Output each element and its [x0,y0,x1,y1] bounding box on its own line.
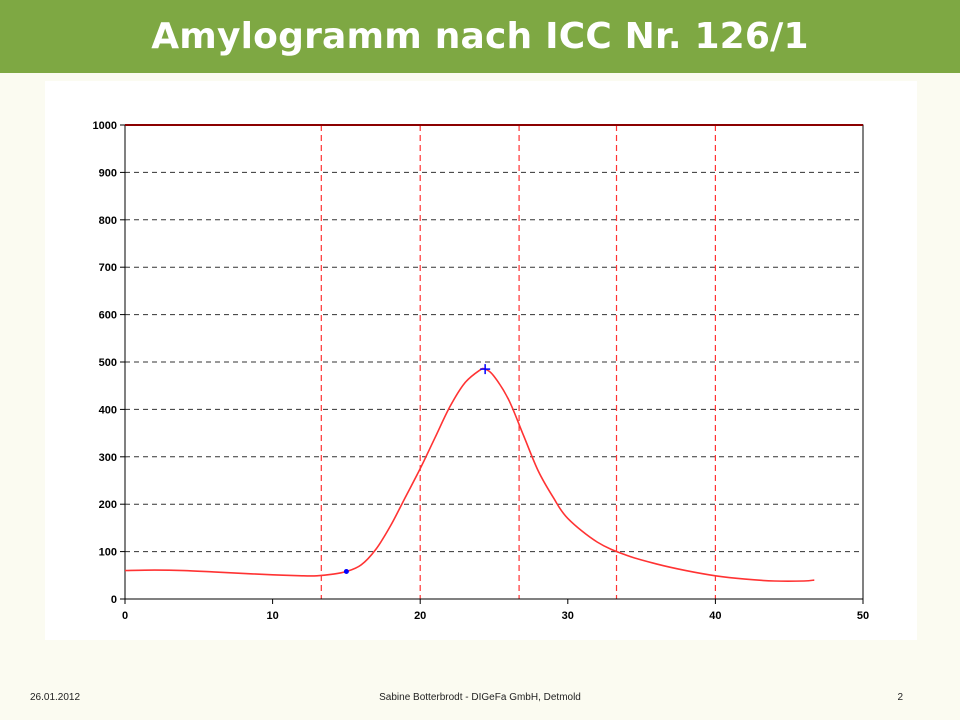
x-tick-label-50: 50 [857,610,869,622]
footer-author: Sabine Botterbrodt - DIGeFa GmbH, Detmol… [379,692,581,703]
y-tick-label-700: 700 [99,262,117,274]
y-tick-label-1000: 1000 [93,120,117,132]
y-tick-label-900: 900 [99,167,117,179]
x-tick-label-20: 20 [414,610,426,622]
amylogram-chart: 0 100 200 300 400 500 600 700 800 900 1000 0 10 20 30 4… [93,120,870,622]
y-tick-label-300: 300 [99,452,117,464]
series-line-0 [124,367,815,582]
y-tick-label-500: 500 [99,357,117,369]
y-tick-label-200: 200 [99,499,117,511]
y-tick-label-400: 400 [99,404,117,416]
footer-date: 26.01.2012 [30,692,81,703]
slide-footer: 26.01.2012 Sabine Botterbrodt - DIGeFa G… [0,692,960,708]
x-tick-label-0: 0 [122,610,128,622]
marker-plus-1 [480,364,491,375]
slide-title-bar: Amylogramm nach ICC Nr. 126/1 [0,0,960,73]
y-tick-label-100: 100 [99,547,117,559]
slide-title: Amylogramm nach ICC Nr. 126/1 [151,16,809,57]
y-tick-label-800: 800 [99,215,117,227]
chart-panel: 0 100 200 300 400 500 600 700 800 900 1000 0 10 20 30 4… [45,81,917,640]
page-number: 2 [897,692,903,703]
x-tick-label-10: 10 [266,610,278,622]
x-tick-label-30: 30 [562,610,574,622]
y-tick-label-600: 600 [99,310,117,322]
marker-dot-0 [343,569,349,575]
y-tick-label-0: 0 [111,594,117,606]
x-tick-label-40: 40 [709,610,721,622]
